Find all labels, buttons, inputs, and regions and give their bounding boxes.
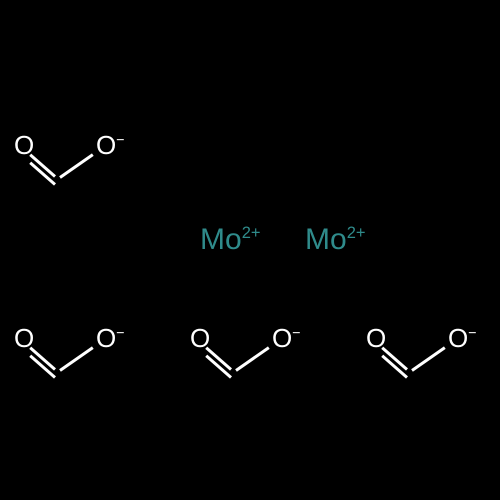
atom-mo-left: Mo2+ [200, 223, 261, 257]
atom-o-bot-3-minus: O− [448, 323, 477, 354]
bond-line [59, 153, 94, 178]
bond-line [59, 346, 94, 371]
atom-o-top-left-minus: O− [96, 130, 125, 161]
molecule-canvas: { "background_color": "#000000", "text_c… [0, 0, 500, 500]
atom-mo-right: Mo2+ [305, 223, 366, 257]
atom-o-bot-2-minus: O− [272, 323, 301, 354]
bond-line [235, 346, 270, 371]
bond-line [411, 346, 446, 371]
atom-o-bot-1-minus: O− [96, 323, 125, 354]
